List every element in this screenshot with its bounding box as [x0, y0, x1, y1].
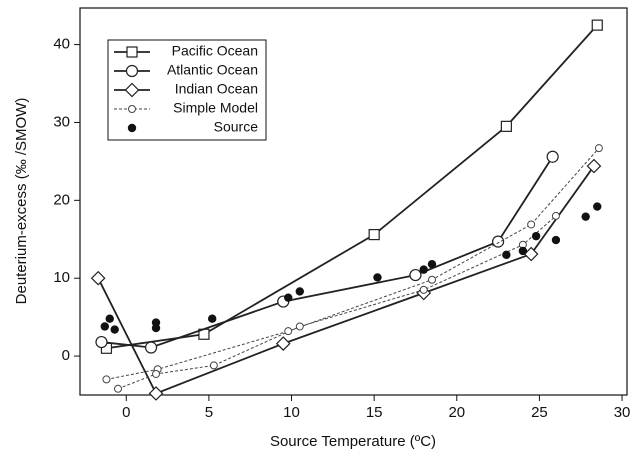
x-tick-label: 30	[614, 404, 631, 421]
marker-circle	[546, 150, 559, 163]
marker-small-circle	[114, 384, 123, 393]
marker-small-circle	[284, 327, 293, 336]
marker-small-circle	[551, 211, 560, 220]
x-tick-label: 0	[122, 404, 130, 421]
marker-dot	[105, 314, 114, 323]
marker-dot	[100, 322, 109, 331]
marker-dot	[581, 212, 590, 221]
marker-square	[591, 19, 603, 31]
marker-dot	[593, 202, 602, 211]
marker-dot	[208, 314, 217, 323]
x-tick-label: 10	[283, 404, 300, 421]
marker-circle	[491, 235, 505, 248]
marker-square	[500, 120, 512, 132]
legend-label: Atlantic Ocean	[167, 62, 258, 78]
y-tick-label: 10	[53, 269, 70, 286]
legend-label: Source	[214, 119, 259, 135]
marker-diamond	[90, 270, 106, 286]
marker-circle	[144, 341, 158, 354]
marker-diamond	[148, 386, 164, 401]
marker-small-circle	[419, 285, 428, 294]
marker-small-circle	[102, 375, 111, 384]
marker-dot	[419, 265, 428, 274]
marker-circle	[125, 64, 139, 78]
marker-dot	[295, 287, 304, 296]
marker-diamond	[275, 336, 291, 351]
marker-dot	[518, 246, 528, 256]
x-tick-label: 25	[531, 404, 548, 421]
marker-dot	[151, 323, 161, 333]
marker-small-circle	[527, 220, 536, 229]
x-tick-label: 15	[366, 404, 383, 421]
marker-small-circle	[594, 144, 603, 153]
marker-dot	[502, 250, 511, 260]
marker-diamond	[586, 158, 602, 174]
marker-small-circle	[152, 369, 161, 378]
marker-dot	[284, 293, 293, 302]
legend-label: Indian Ocean	[175, 81, 258, 97]
marker-square	[126, 46, 138, 58]
x-tick-label: 5	[205, 404, 213, 421]
marker-diamond	[124, 82, 140, 98]
marker-dot	[531, 231, 541, 241]
marker-square	[368, 228, 380, 241]
plot-frame	[79, 7, 628, 396]
y-tick-label: 30	[53, 113, 70, 130]
marker-dot	[373, 273, 382, 282]
marker-circle	[409, 268, 422, 282]
marker-dot	[427, 259, 437, 269]
marker-dot	[110, 325, 119, 334]
x-axis-label: Source Temperature (ºC)	[270, 433, 436, 450]
y-tick-label: 20	[53, 191, 70, 208]
marker-small-circle	[427, 275, 436, 284]
series-line	[106, 147, 600, 390]
marker-dot	[127, 123, 137, 133]
y-tick-label: 40	[53, 36, 70, 53]
marker-small-circle	[128, 105, 136, 113]
marker-dot	[551, 235, 561, 245]
marker-small-circle	[209, 361, 218, 370]
series-line	[97, 165, 595, 395]
marker-small-circle	[295, 322, 304, 331]
legend-label: Pacific Ocean	[172, 43, 258, 59]
marker-circle	[95, 335, 108, 349]
y-tick-label: 0	[62, 347, 70, 364]
legend-label: Simple Model	[173, 100, 258, 116]
x-tick-label: 20	[448, 404, 465, 421]
series-line	[101, 156, 554, 349]
y-axis-label: Deuterium-excess (‰ /SMOW)	[13, 98, 30, 305]
